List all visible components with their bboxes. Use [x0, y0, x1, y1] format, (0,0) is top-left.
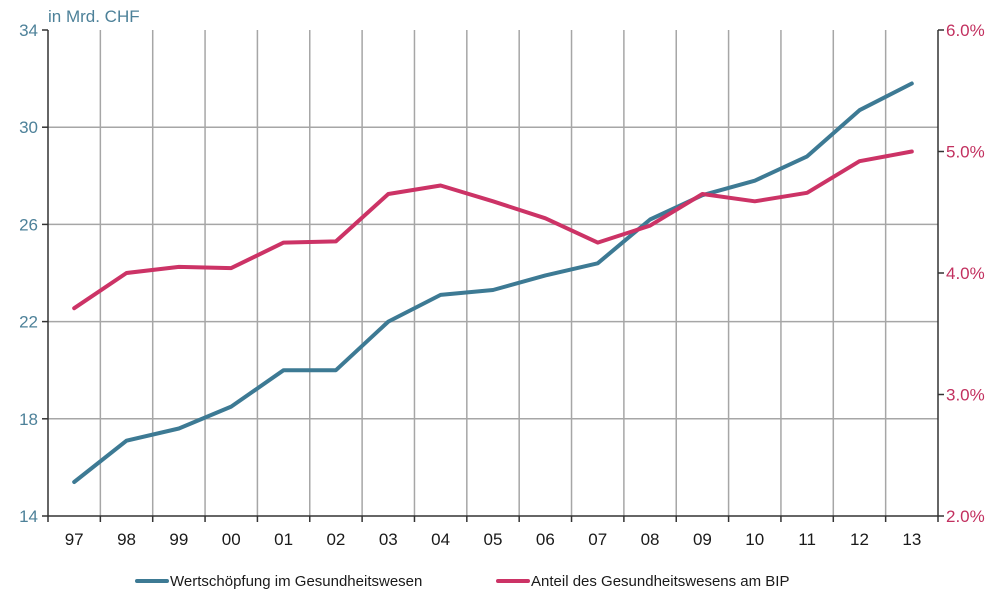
left-tick-label: 30 [19, 118, 38, 137]
left-axis-ticks: 14 18 22 26 30 34 [19, 21, 48, 526]
x-tick-label: 11 [798, 530, 816, 549]
x-tick-label: 07 [588, 530, 607, 549]
horizontal-gridlines [48, 126, 938, 420]
legend-label-anteil: Anteil des Gesundheitswesens am BIP [531, 573, 789, 590]
right-tick-label: 3.0% [946, 386, 985, 405]
right-tick-label: 2.0% [946, 507, 985, 526]
left-axis-unit-label: in Mrd. CHF [48, 7, 140, 26]
series-line-anteil-bip [72, 149, 914, 311]
left-tick-label: 22 [19, 313, 38, 332]
x-axis-ticks: 97 98 99 00 01 02 03 04 05 06 07 08 09 10 11 12 13 [47, 516, 939, 549]
x-tick-label: 04 [431, 530, 450, 549]
x-tick-label: 98 [117, 530, 136, 549]
left-tick-label: 26 [19, 215, 38, 234]
left-tick-label: 14 [19, 507, 38, 526]
right-tick-label: 4.0% [946, 264, 985, 283]
right-tick-label: 5.0% [946, 143, 985, 162]
x-tick-label: 13 [902, 530, 921, 549]
x-tick-label: 00 [222, 530, 241, 549]
x-tick-label: 02 [326, 530, 345, 549]
x-tick-label: 03 [379, 530, 398, 549]
legend: Wertschöpfung im Gesundheitswesen Anteil… [135, 573, 789, 590]
left-tick-label: 18 [19, 410, 38, 429]
x-tick-label: 97 [65, 530, 84, 549]
x-tick-label: 99 [169, 530, 188, 549]
right-tick-label: 6.0% [946, 21, 985, 40]
legend-label-wertschoepfung: Wertschöpfung im Gesundheitswesen [170, 573, 422, 590]
x-tick-label: 06 [536, 530, 555, 549]
x-tick-label: 09 [693, 530, 712, 549]
series-line-wertschoepfung [72, 81, 914, 484]
x-tick-label: 08 [641, 530, 660, 549]
right-axis-ticks: 2.0% 3.0% 4.0% 5.0% 6.0% [938, 21, 985, 526]
x-tick-label: 10 [745, 530, 764, 549]
x-tick-label: 01 [274, 530, 293, 549]
left-tick-label: 34 [19, 21, 38, 40]
x-tick-label: 12 [850, 530, 869, 549]
plot-area [48, 30, 938, 516]
vertical-gridlines [99, 30, 887, 516]
x-tick-label: 05 [484, 530, 503, 549]
series-lines [72, 81, 914, 484]
